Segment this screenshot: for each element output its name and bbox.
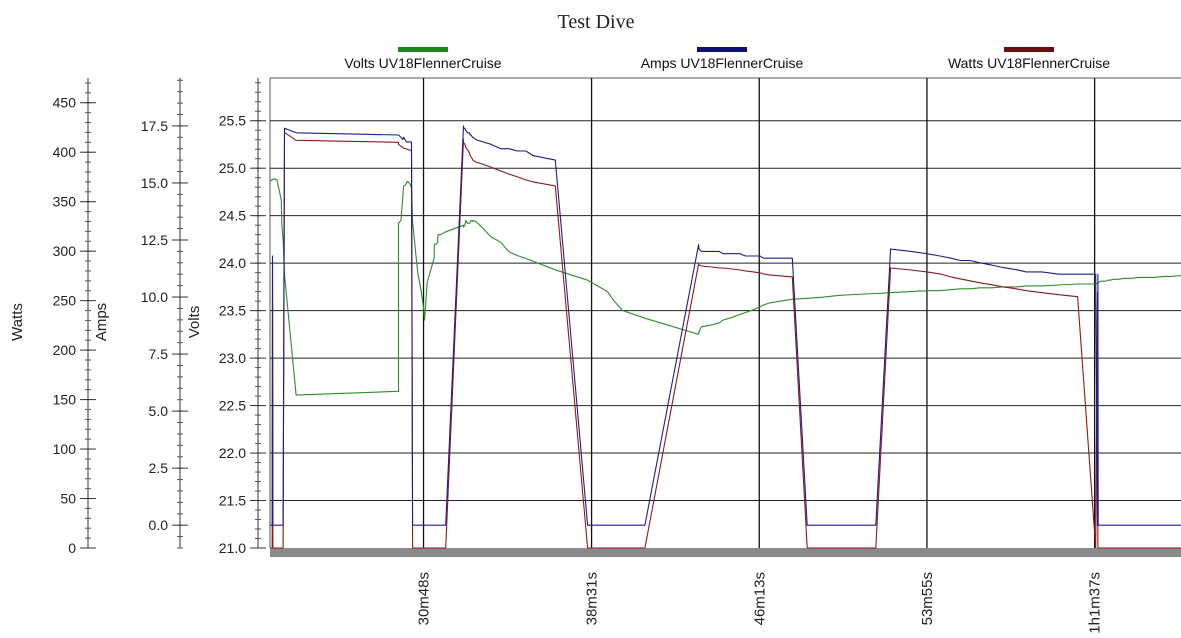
- time-tick-label: 30m48s: [416, 572, 433, 625]
- watts-tick-label: 0: [68, 540, 76, 556]
- time-tick-label: 1h1m37s: [1087, 572, 1104, 634]
- volts-tick-label: 22.0: [219, 445, 246, 461]
- watts-tick-label: 150: [53, 392, 77, 408]
- legend: Volts UV18FlennerCruise Amps UV18FlennerC…: [344, 47, 1110, 71]
- volts-tick-label: 23.5: [219, 303, 246, 319]
- amps-tick-label: 10.0: [141, 289, 168, 305]
- amps-tick-label: 17.5: [141, 118, 168, 134]
- watts-series-line: [270, 131, 1181, 549]
- volts-tick-label: 24.5: [219, 208, 246, 224]
- volts-axis: 21.0 21.5 22.0 22.5 23.0 23.5 24.0 24.5 25.0 25.5…: [186, 78, 266, 556]
- watts-tick-label: 100: [53, 441, 77, 457]
- amps-axis: 0.0 2.5 5.0 7.5 10.0 12.5 15.0 17.5 Amps: [93, 78, 188, 549]
- amps-axis-label: Amps: [93, 303, 110, 341]
- amps-tick-label: 0.0: [149, 517, 169, 533]
- volts-axis-label: Volts: [186, 306, 203, 339]
- amps-tick-label: 2.5: [149, 460, 169, 476]
- volts-tick-label: 23.0: [219, 350, 246, 366]
- time-tick-label: 46m13s: [751, 572, 768, 625]
- watts-tick-label: 400: [53, 144, 77, 160]
- legend-swatch: [697, 47, 747, 52]
- time-tick-label: 38m31s: [584, 572, 601, 625]
- time-axis-bar: [270, 548, 1181, 557]
- chart-title: Test Dive: [558, 11, 635, 33]
- time-tick-label: 53m55s: [919, 572, 936, 625]
- time-axis: 30m48s 38m31s 46m13s 53m55s 1h1m37s: [416, 572, 1104, 634]
- amps-tick-label: 5.0: [149, 403, 169, 419]
- legend-swatch: [398, 47, 448, 52]
- watts-tick-label: 250: [53, 293, 77, 309]
- legend-label: Volts UV18FlennerCruise: [344, 55, 501, 71]
- watts-tick-label: 300: [53, 243, 77, 259]
- volts-tick-label: 22.5: [219, 398, 246, 414]
- volts-tick-label: 24.0: [219, 255, 246, 271]
- watts-tick-label: 200: [53, 342, 77, 358]
- amps-tick-label: 12.5: [141, 232, 168, 248]
- watts-tick-label: 350: [53, 194, 77, 210]
- legend-label: Watts UV18FlennerCruise: [948, 55, 1110, 71]
- watts-axis: 0 50 100 150 200 250 300 350 400 450 Watts: [9, 78, 96, 556]
- watts-tick-label: 450: [53, 95, 77, 111]
- amps-tick-label: 15.0: [141, 175, 168, 191]
- volts-tick-label: 21.5: [219, 493, 246, 509]
- legend-swatch: [1004, 47, 1054, 52]
- amps-series-line: [270, 125, 1181, 526]
- volts-tick-label: 25.0: [219, 160, 246, 176]
- watts-tick-label: 50: [60, 491, 76, 507]
- plot-series: [269, 125, 1181, 549]
- amps-tick-label: 7.5: [149, 346, 169, 362]
- legend-label: Amps UV18FlennerCruise: [641, 55, 804, 71]
- volts-tick-label: 21.0: [219, 540, 246, 556]
- volts-tick-label: 25.5: [219, 113, 246, 129]
- watts-axis-label: Watts: [9, 303, 26, 341]
